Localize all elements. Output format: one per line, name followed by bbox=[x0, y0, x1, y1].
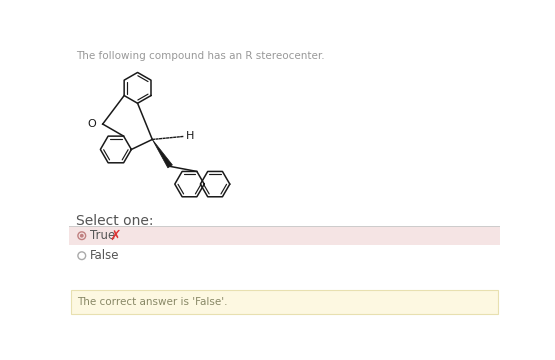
Polygon shape bbox=[152, 139, 173, 168]
Text: O: O bbox=[88, 119, 97, 129]
Text: The following compound has an R stereocenter.: The following compound has an R stereoce… bbox=[75, 51, 324, 61]
Text: True: True bbox=[90, 229, 115, 242]
Text: Select one:: Select one: bbox=[75, 214, 153, 228]
Text: The correct answer is 'False'.: The correct answer is 'False'. bbox=[77, 297, 228, 307]
Circle shape bbox=[80, 234, 84, 238]
FancyBboxPatch shape bbox=[71, 289, 498, 314]
Text: H: H bbox=[185, 131, 194, 141]
Text: False: False bbox=[90, 249, 120, 262]
Text: ✗: ✗ bbox=[110, 229, 122, 243]
FancyBboxPatch shape bbox=[69, 226, 500, 245]
